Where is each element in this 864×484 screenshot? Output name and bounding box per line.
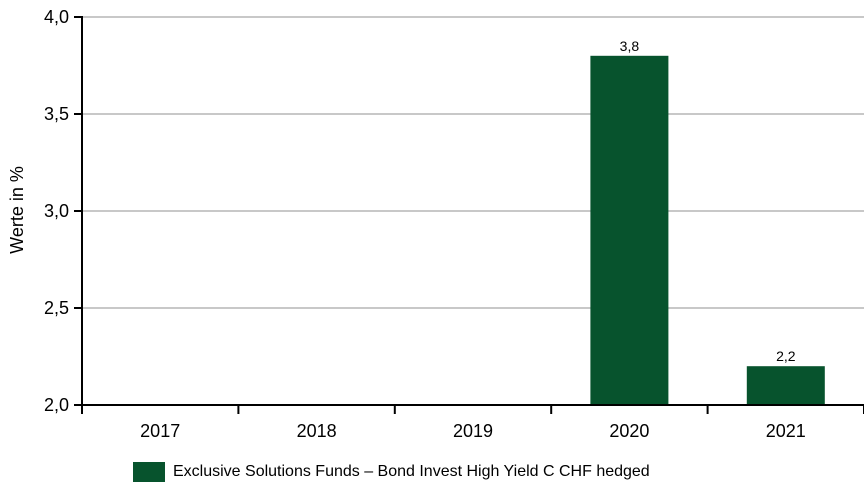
y-tick-label: 2,5 <box>44 298 69 318</box>
legend-label: Exclusive Solutions Funds – Bond Invest … <box>173 463 650 480</box>
bars <box>590 55 825 406</box>
y-tick-label: 3,5 <box>44 104 69 124</box>
y-axis-label: Werte in % <box>7 166 27 254</box>
y-tick-label: 4,0 <box>44 7 69 27</box>
x-ticks: 2017 2018 2019 2020 2021 <box>81 405 864 441</box>
y-ticks: 2,0 2,5 3,0 3,5 4,0 <box>44 7 82 415</box>
data-label-2021: 2,2 <box>776 348 796 364</box>
x-tick-label: 2020 <box>609 421 649 441</box>
bar-2020 <box>590 55 669 406</box>
y-tick-label: 3,0 <box>44 201 69 221</box>
x-tick-label: 2018 <box>297 421 337 441</box>
x-tick-label: 2017 <box>140 421 180 441</box>
y-tick-label: 2,0 <box>44 395 69 415</box>
legend: Exclusive Solutions Funds – Bond Invest … <box>133 461 650 483</box>
data-labels: 3,8 2,2 <box>620 38 796 364</box>
gridlines <box>82 16 864 309</box>
x-tick-label: 2019 <box>453 421 493 441</box>
x-tick-label: 2021 <box>766 421 806 441</box>
data-label-2020: 3,8 <box>620 38 640 54</box>
legend-swatch <box>133 462 165 482</box>
bar-2021 <box>746 366 825 405</box>
